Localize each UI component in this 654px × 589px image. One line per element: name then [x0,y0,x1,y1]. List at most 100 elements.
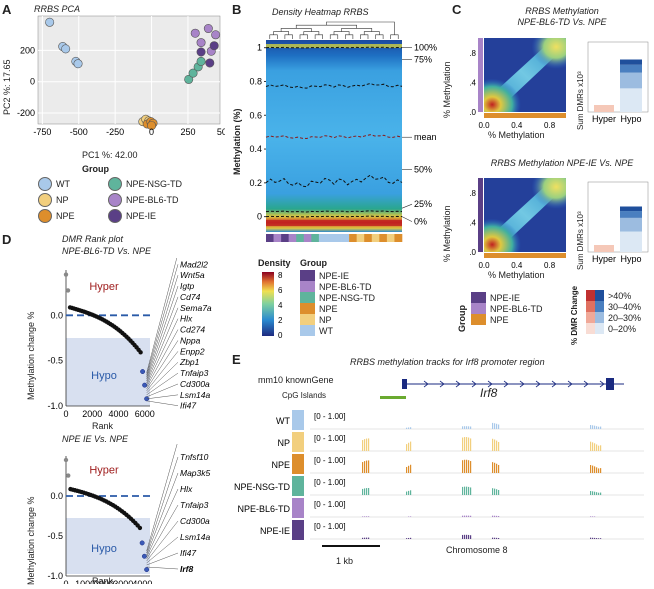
track-bar [594,491,596,495]
pca-xtick: 500 [217,127,225,137]
gene-model-arrow [503,380,509,388]
track-bar [496,463,498,473]
track-bar [408,442,410,451]
heatmap-group-legend: NPE-IE NPE-BL6-TD NPE-NSG-TD NPE NP WT [300,270,375,336]
dmr-title-1b: NPE-BL6-TD Vs. NPE [62,246,152,256]
track-bar [470,535,472,539]
gene-leader [146,520,179,562]
dendrogram-branch [341,28,373,32]
heatmap-right-label: 0% [414,217,427,227]
dendrogram-branch [280,28,312,32]
track-bar [592,465,594,473]
gene-leader [146,351,179,392]
track-bar [464,486,466,495]
track-bar [494,515,496,517]
gene-label: Mad2l2 [180,259,208,269]
track-bar [366,438,368,451]
track-bar [590,441,592,451]
gene-leader [146,329,179,387]
gene-label: Lsm14a [180,390,211,400]
track-bar [594,443,596,451]
track-bar [596,444,598,451]
sum-dmr-ylabel-2: Sum DMRs x10³ [576,211,585,270]
track-bar [408,537,410,539]
pca-point-wt [61,44,71,54]
track-range: [0 - 1.00] [314,478,346,487]
dmr-xtick: 0 [63,579,68,584]
gene-label: Nppa [180,335,201,345]
track-bar [592,516,594,517]
pca-title: RRBS PCA [34,4,81,14]
track-bar [492,515,494,517]
track-color-swatch [292,432,304,452]
meth-xlabel-2: % Methylation [488,270,545,280]
gene-model-arrow [439,380,445,388]
dendrogram-branch [326,21,395,35]
track-bar [466,534,468,539]
cpg-island [380,396,406,399]
heatmap-group-cell [266,234,274,242]
track-bar [406,538,408,539]
track-bar [364,439,366,451]
gene-model-arrow [551,380,557,388]
dmr-rank-point [141,553,147,559]
gene-model-arrow [471,380,477,388]
track-bar [598,492,600,495]
gene-label: Sema7a [180,303,212,313]
track-bar [590,516,592,517]
track-label: NPE-BL6-TD [237,504,290,514]
pca-legend-title: Group [82,164,109,174]
gene-exon [402,379,407,389]
track-bar [466,486,468,495]
meth-title-1b: NPE-BL6-TD Vs. NPE [517,17,607,27]
dmr-rank-point [65,288,71,293]
track-bar [598,426,600,429]
heatmap-title: Density Heatmap RRBS [272,7,369,17]
pca-legend: WT NPE-NSG-TD NP NPE-BL6-TD NPE NPE-IE [38,177,233,223]
track-bar [408,490,410,495]
track-bar [462,426,464,429]
heatmap-group-cell [371,234,380,242]
gene-leader [146,566,179,570]
dmr-title-1a: DMR Rank plot [62,234,124,244]
track-bar [494,423,496,429]
dmr-hyper-label: Hyper [89,465,119,477]
meth-ytick: 0.0 [470,108,477,117]
pca-legend-item: NP [38,193,108,207]
track-bar [462,486,464,495]
density-colorbar: 8 6 4 2 0 [262,271,283,340]
track-bar [410,441,412,451]
track-bar [492,488,494,495]
dmr-xtick: 0 [63,409,68,419]
track-bar [470,426,472,429]
track-bar [590,425,592,429]
track-label: NP [277,438,290,448]
dmr-rank-point [66,473,71,478]
track-bar [368,438,370,451]
dendrogram-branch [345,34,354,39]
quantile-line [265,215,403,218]
dendrogram-branch [360,34,369,39]
track-bar [492,422,494,429]
meth-xtick: 0.4 [511,121,523,130]
track-bar [600,538,602,539]
track-bar [408,516,410,517]
gene-leader [146,472,179,556]
sum-dmr-bar-hyper [594,245,614,252]
track-range: [0 - 1.00] [314,434,346,443]
track-color-swatch [292,476,304,496]
track-color-swatch [292,498,304,518]
pca-point-npe-ie [209,41,219,51]
dmr-rank-point [144,567,150,573]
track-bar [364,461,366,473]
track-bar [496,423,498,429]
gene-leader [146,318,179,385]
meth-ytick: 0.0 [470,248,477,257]
heatmap-group-cell [349,234,357,242]
dmr-hypo-label: Hypo [91,370,117,382]
sum-dmr-bar-hypo [620,64,642,73]
dendrogram-branch [299,34,308,39]
dmr-rank-point [63,457,69,463]
